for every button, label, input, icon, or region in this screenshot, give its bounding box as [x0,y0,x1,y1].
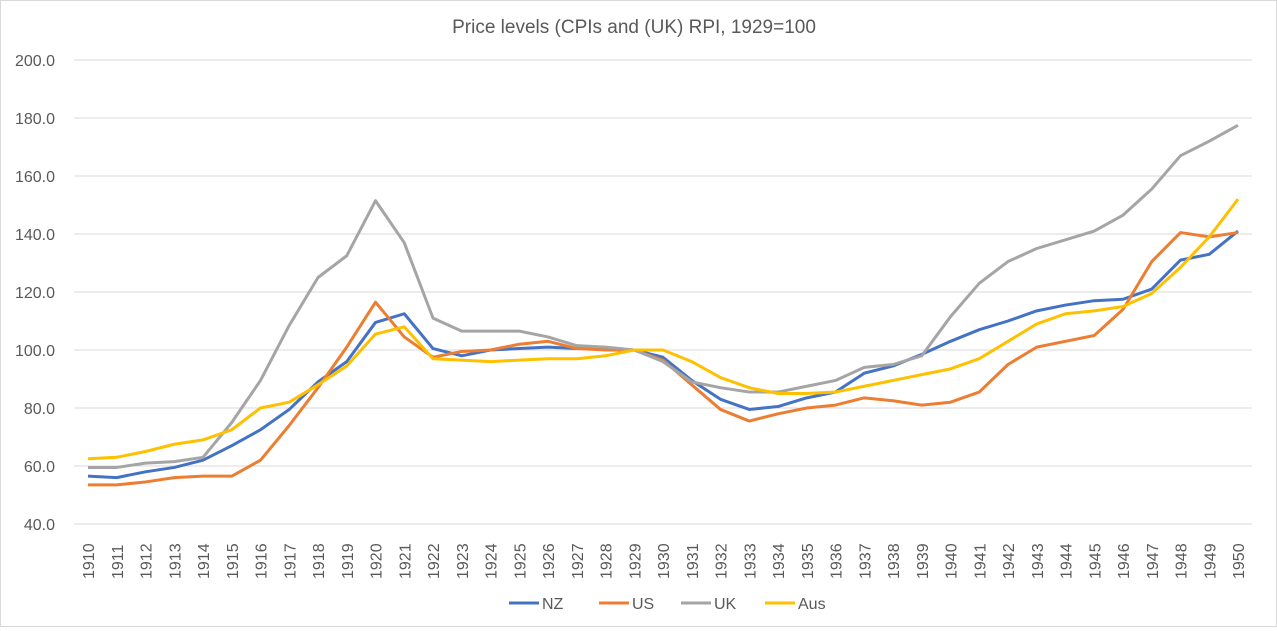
legend: NZ US UK Aus [509,596,826,613]
gridlines [74,59,1252,525]
y-tick-label: 60.0 [24,459,55,476]
y-tick-label: 80.0 [24,401,55,418]
series-lines [87,123,1240,487]
legend-item-nz: NZ [509,596,564,613]
x-tick-label: 1925 [512,543,529,579]
x-tick-label: 1922 [426,543,443,579]
x-tick-label: 1931 [685,543,702,579]
x-tick-label: 1950 [1231,543,1248,579]
legend-label: US [632,596,654,613]
legend-item-us: US [599,596,654,613]
x-tick-label: 1914 [196,543,213,579]
x-tick-label: 1938 [886,543,903,579]
x-tick-label: 1947 [1145,543,1162,579]
y-axis: 40.0 60.0 80.0 100.0 120.0 140.0 160.0 180.0 200… [15,53,55,534]
x-tick-label: 1942 [1001,543,1018,579]
legend-label: UK [714,596,737,613]
x-tick-label: 1921 [397,543,414,579]
x-tick-label: 1940 [944,543,961,579]
chart-title: Price levels (CPIs and (UK) RPI, 1929=10… [452,17,816,38]
x-tick-label: 1924 [484,543,501,579]
legend-item-aus: Aus [765,596,826,613]
x-tick-label: 1937 [857,543,874,579]
y-tick-label: 160.0 [15,169,55,186]
x-tick-label: 1949 [1202,543,1219,579]
legend-label: Aus [798,596,826,613]
x-tick-label: 1948 [1174,543,1191,579]
y-tick-label: 140.0 [15,227,55,244]
series-line-uk [88,123,1239,469]
series-line-nz [87,229,1239,480]
y-tick-label: 180.0 [15,111,55,128]
x-tick-label: 1943 [1030,543,1047,579]
x-tick-label: 1929 [627,543,644,579]
x-tick-label: 1917 [282,543,299,579]
x-tick-label: 1930 [656,543,673,579]
x-tick-label: 1919 [340,543,357,579]
legend-label: NZ [542,596,564,613]
x-tick-label: 1916 [254,543,271,579]
y-tick-label: 200.0 [15,53,55,70]
x-tick-label: 1944 [1059,543,1076,579]
series-line-aus [87,198,1240,461]
x-tick-label: 1910 [81,543,98,579]
y-tick-label: 100.0 [15,343,55,360]
x-tick-label: 1933 [742,543,759,579]
y-tick-label: 120.0 [15,285,55,302]
x-tick-label: 1936 [829,543,846,579]
x-tick-label: 1926 [541,543,558,579]
x-tick-label: 1945 [1087,543,1104,579]
series-line-us [88,231,1239,487]
x-tick-label: 1920 [369,543,386,579]
x-tick-label: 1918 [311,543,328,579]
x-tick-label: 1946 [1116,543,1133,579]
x-tick-label: 1911 [110,544,127,579]
x-tick-label: 1941 [972,543,989,579]
x-tick-label: 1923 [455,543,472,579]
x-tick-label: 1915 [225,543,242,579]
legend-item-uk: UK [681,596,737,613]
x-tick-label: 1912 [139,543,156,579]
x-tick-label: 1932 [714,543,731,579]
x-tick-label: 1928 [599,543,616,579]
x-axis: 1910 1911 1912 1913 1914 1915 1916 1917 1918 1919… [81,543,1248,579]
x-tick-label: 1935 [800,543,817,579]
x-tick-label: 1927 [570,543,587,579]
x-tick-label: 1934 [771,543,788,579]
x-tick-label: 1913 [167,543,184,579]
x-tick-label: 1939 [915,543,932,579]
y-tick-label: 40.0 [24,517,55,534]
